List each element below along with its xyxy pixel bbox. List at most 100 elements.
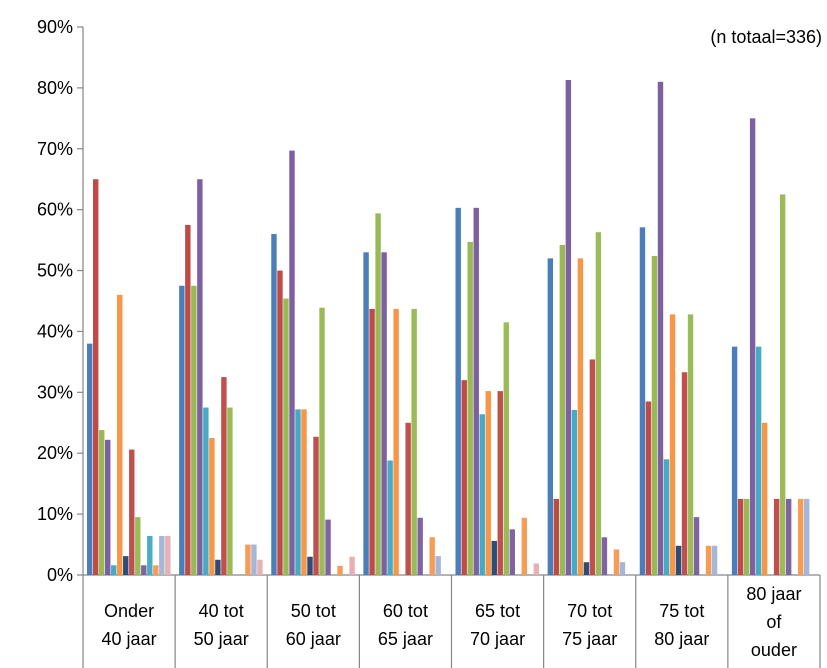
category-label: Onder 40 jaar — [102, 601, 157, 649]
bar — [657, 81, 664, 576]
bar — [663, 459, 670, 575]
bar — [165, 536, 171, 575]
bar — [479, 414, 485, 575]
bar — [547, 258, 554, 575]
bar — [731, 346, 738, 575]
bar — [461, 380, 467, 575]
bar — [283, 298, 289, 575]
bar — [589, 359, 596, 575]
bar — [245, 544, 251, 575]
bar — [313, 436, 319, 575]
bar — [583, 562, 590, 575]
bar — [571, 409, 578, 575]
bar — [363, 252, 369, 576]
bar — [565, 79, 572, 575]
bar — [209, 438, 215, 575]
bar — [99, 430, 105, 575]
bar — [319, 307, 325, 575]
bar — [559, 244, 566, 576]
bar — [337, 565, 343, 575]
bar — [349, 556, 355, 575]
bar — [485, 391, 491, 575]
bar — [153, 565, 159, 575]
bar — [577, 258, 584, 575]
bar — [185, 224, 191, 575]
sample-size-note: (n totaal=336) — [710, 27, 822, 47]
category-label: 75 tot 80 jaar — [654, 601, 709, 649]
bar — [301, 409, 307, 575]
bar — [455, 207, 461, 575]
bar — [779, 194, 786, 575]
bar — [227, 407, 233, 575]
bar — [693, 517, 700, 575]
category-label: 50 tot 60 jaar — [286, 601, 341, 649]
bars — [87, 79, 810, 576]
bar — [743, 498, 750, 575]
category-label: 65 tot 70 jaar — [470, 601, 525, 649]
bar — [503, 322, 509, 575]
bar — [473, 207, 479, 575]
bar — [295, 409, 301, 575]
bar — [553, 498, 560, 575]
bar — [135, 517, 141, 575]
bar — [129, 449, 135, 575]
bar — [645, 401, 652, 575]
y-tick-label: 70% — [37, 139, 73, 159]
bar — [197, 179, 203, 575]
bar — [509, 529, 515, 575]
bar — [251, 544, 257, 575]
labels: 0% 10% 20% 30% 40% 50% 60% 70% 80% 90% Onder 40 jaa… — [37, 17, 801, 660]
bar — [325, 519, 331, 575]
bar — [141, 565, 147, 575]
bar — [651, 255, 658, 575]
bar — [277, 270, 283, 575]
bar — [497, 391, 503, 575]
bar — [737, 498, 744, 575]
bar — [797, 498, 804, 575]
bar — [521, 517, 528, 575]
bar — [669, 314, 676, 575]
bar — [417, 517, 423, 575]
bar — [773, 498, 780, 575]
bar — [159, 536, 165, 575]
bar — [619, 562, 626, 575]
bar — [381, 252, 387, 576]
bar — [123, 556, 129, 575]
category-label: 80 jaar of ouder — [746, 584, 801, 660]
bar — [203, 407, 209, 575]
bar — [111, 565, 117, 575]
bar — [375, 213, 381, 575]
bar — [687, 314, 694, 575]
y-tick-label: 0% — [47, 565, 73, 585]
bar — [601, 537, 608, 575]
y-tick-label: 20% — [37, 443, 73, 463]
y-tick-label: 40% — [37, 321, 73, 341]
y-tick-label: 80% — [37, 78, 73, 98]
bar — [467, 241, 473, 575]
y-tick-label: 10% — [37, 504, 73, 524]
bar — [411, 308, 417, 575]
bar — [93, 179, 99, 575]
bar — [191, 285, 197, 575]
bar — [675, 545, 682, 575]
bar — [533, 563, 540, 575]
bar — [639, 227, 646, 575]
bar — [369, 308, 375, 575]
bar — [387, 460, 393, 575]
bar — [761, 422, 768, 575]
bar — [87, 343, 93, 575]
bar — [435, 556, 441, 575]
bar — [257, 559, 263, 575]
bar — [749, 118, 756, 575]
bar — [405, 422, 411, 575]
bar — [613, 549, 620, 575]
bar — [117, 294, 123, 575]
bar — [393, 308, 399, 575]
bar — [215, 559, 221, 575]
bar — [147, 536, 153, 575]
bar — [755, 346, 762, 575]
y-tick-label: 50% — [37, 261, 73, 281]
category-label: 40 tot 50 jaar — [194, 601, 249, 649]
bar — [105, 439, 111, 575]
